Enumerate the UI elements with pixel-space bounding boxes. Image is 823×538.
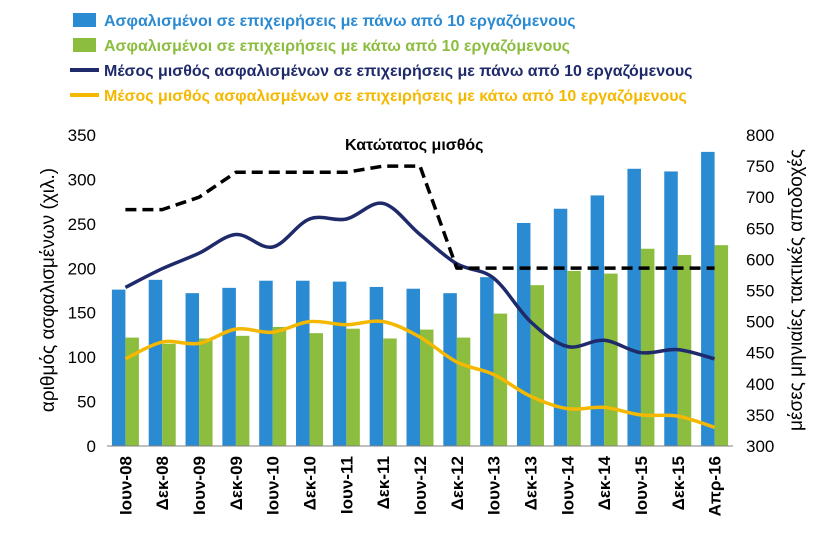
x-tick-1: Δεκ-08 [153,456,172,510]
y2-tick-2: 400 [746,375,774,394]
bar-s1-9 [456,337,471,446]
y-tick-4: 200 [68,259,96,278]
bar-s0-13 [590,195,605,446]
x-tick-0: Ιουν-08 [116,456,135,515]
bar-s0-14 [627,168,641,446]
bar-s1-4 [272,326,287,446]
y2-tick-4: 500 [746,313,774,332]
bar-s1-14 [640,248,655,446]
y-tick-7: 350 [68,126,96,145]
legend-label-0: Ασφαλισμένοι σε επιχειρήσεις με πάνω από… [104,13,576,30]
legend-label-3: Μέσος μισθός ασφαλισμένων σε επιχειρήσει… [104,88,687,105]
x-tick-3: Δεκ-09 [227,456,246,510]
legend-label-1: Ασφαλισμένοι σε επιχειρήσεις με κάτω από… [104,38,570,55]
x-tick-8: Ιουν-12 [411,456,430,515]
x-tick-12: Ιουν-14 [558,455,577,515]
bar-s0-3 [222,287,236,446]
bar-s1-6 [346,328,360,446]
x-tick-2: Ιουν-09 [190,456,209,515]
bar-s1-12 [567,270,581,446]
bar-s0-15 [664,171,678,446]
bar-s1-16 [714,245,729,446]
annotation-minimum-wage: Κατώτατος μισθός [345,137,483,154]
y-tick-5: 250 [68,215,96,234]
y-tick-1: 50 [77,393,96,412]
bar-s0-16 [701,151,715,446]
line-series-2 [125,164,715,270]
bar-s0-6 [332,281,347,446]
y2-tick-0: 300 [746,437,774,456]
axes: 0 50 100 150 200 250 300 350 300 350 400 450 500 550 6… [68,126,775,516]
bar-s1-8 [420,329,434,446]
line-series-0 [124,201,716,361]
y-tick-0: 0 [87,437,96,456]
y2-tick-1: 350 [746,406,774,425]
x-tick-6: Ιουν-11 [337,456,356,514]
x-tick-14: Ιουν-15 [632,456,651,515]
y-tick-6: 300 [68,170,96,189]
bar-s1-7 [383,338,397,446]
bar-s0-11 [516,222,531,446]
bar-s1-11 [530,285,544,446]
bar-s0-2 [185,293,200,446]
x-tick-16: Απρ-16 [706,456,725,516]
x-tick-9: Δεκ-12 [448,456,467,510]
bar-s0-5 [296,280,310,446]
y2-tick-6: 600 [746,250,774,269]
bar-s1-5 [309,333,324,446]
y2-tick-3: 450 [746,344,774,363]
y2-tick-9: 750 [746,157,774,176]
bar-s1-2 [199,338,213,446]
bar-s0-1 [148,279,163,446]
y-tick-2: 100 [68,348,96,367]
x-tick-7: Δεκ-11 [374,456,393,509]
bar-s1-1 [162,343,176,446]
y2-tick-10: 800 [746,126,774,145]
bar-s0-8 [406,288,420,446]
bar-s0-10 [480,277,494,446]
bar-s1-13 [604,273,618,446]
x-tick-4: Ιουν-10 [264,456,283,515]
legend-swatch-0 [73,13,96,27]
bars [111,151,729,446]
x-tick-15: Δεκ-15 [669,456,688,510]
bar-s1-0 [125,337,139,446]
y2-tick-7: 650 [746,219,774,238]
y2-tick-8: 700 [746,188,774,207]
y-tick-3: 150 [68,304,96,323]
bar-s0-0 [111,289,126,446]
x-tick-11: Δεκ-13 [521,456,540,510]
y-axis-title: αριθμός ασφαλισμένων (χιλ.) [38,168,59,412]
x-tick-13: Δεκ-14 [595,455,614,510]
bar-s0-7 [369,286,384,446]
bar-s0-9 [443,293,457,446]
y2-tick-5: 550 [746,282,774,301]
legend-label-2: Μέσος μισθός ασφαλισμένων σε επιχειρήσει… [104,63,693,80]
line-series-1 [124,319,716,429]
x-tick-10: Ιουν-13 [485,456,504,515]
bar-s0-12 [553,208,568,446]
legend: Ασφαλισμένοι σε επιχειρήσεις με πάνω από… [70,13,693,105]
legend-swatch-1 [73,38,96,52]
y2-axis-title: μέσες μηνιαίες τακτικές αποδοχές [786,149,807,431]
lines [124,164,716,429]
bar-s0-4 [259,280,273,446]
bar-s1-3 [235,335,250,446]
x-tick-5: Δεκ-10 [301,456,320,510]
